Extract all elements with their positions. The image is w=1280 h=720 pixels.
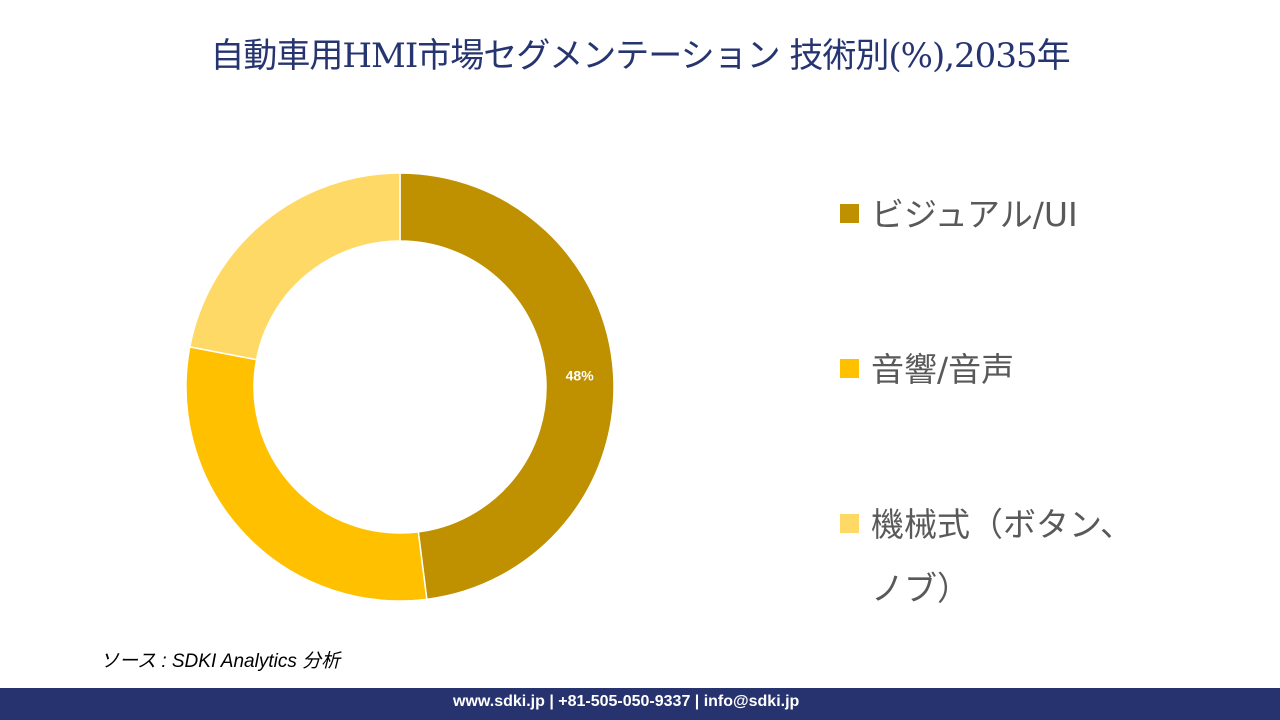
data-label: 48% — [566, 368, 595, 384]
legend-swatch — [840, 204, 859, 223]
chart-title: 自動車用HMI市場セグメンテーション 技術別(%),2035年 — [210, 36, 1070, 76]
legend-label: 機械式（ボタン、ノブ） — [871, 505, 1134, 608]
legend-label: 音響/音声 — [871, 350, 1015, 389]
footer-bar: www.sdki.jp | +81-505-050-9337 | info@sd… — [0, 688, 1280, 720]
legend-swatch — [840, 514, 859, 533]
donut-slice — [188, 172, 401, 361]
source-note: ソース : SDKI Analytics 分析 — [100, 651, 341, 672]
legend-label: ビジュアル/UI — [871, 195, 1078, 234]
donut-slice — [399, 172, 615, 601]
legend-swatch — [840, 359, 859, 378]
contact-info: www.sdki.jp | +81-505-050-9337 | info@sd… — [453, 693, 800, 710]
legend-item-visual-ui: ビジュアル/UI — [840, 190, 1180, 240]
legend-item-mechanical: 機械式（ボタン、ノブ） — [840, 500, 1140, 621]
legend-item-audio-voice: 音響/音声 — [840, 345, 1180, 395]
donut-slice — [185, 346, 428, 602]
